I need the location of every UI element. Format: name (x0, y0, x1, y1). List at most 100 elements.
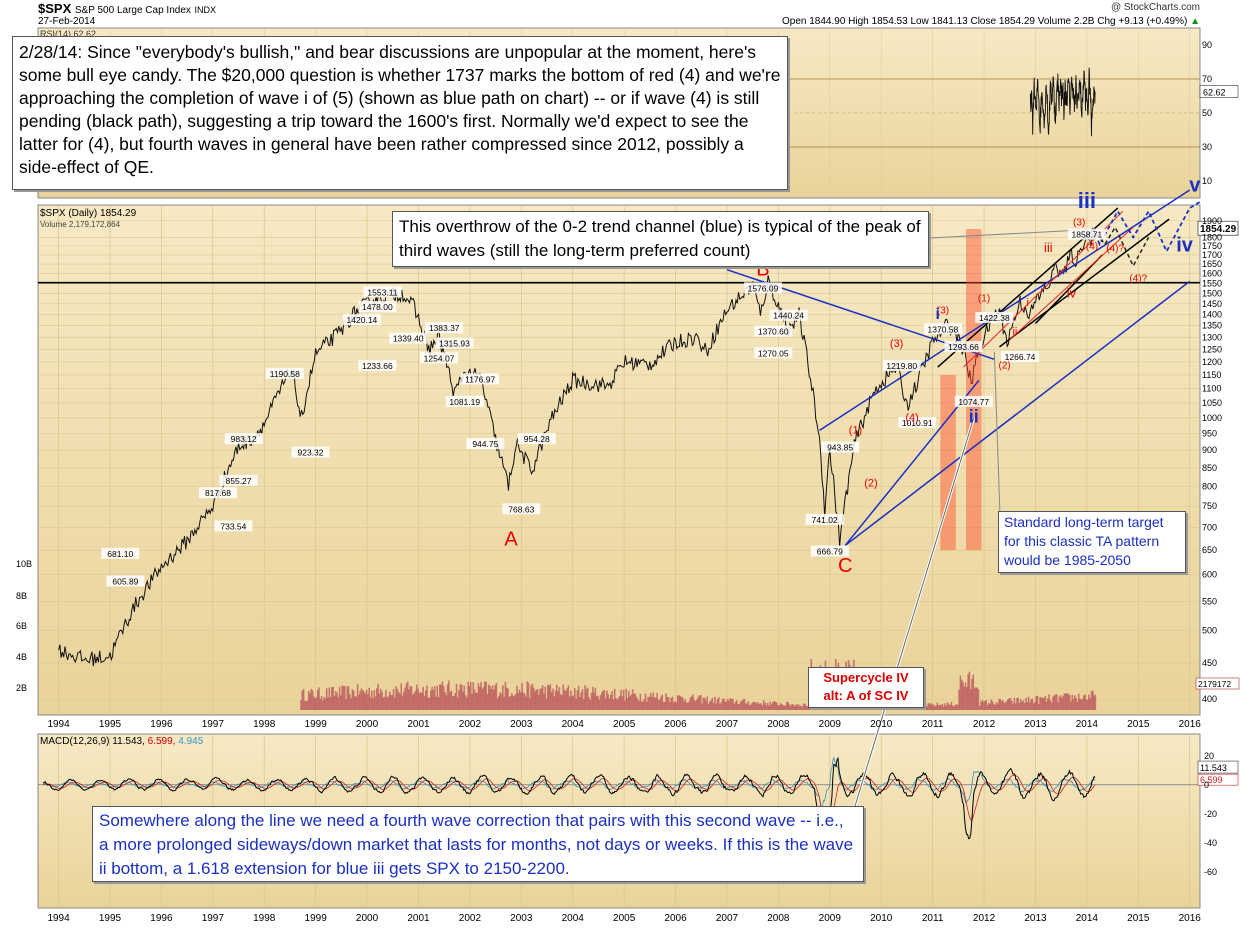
volume-bar (563, 689, 566, 710)
volume-bar (1090, 691, 1093, 710)
volume-bar (639, 693, 642, 710)
volume-bar (971, 678, 973, 710)
volume-bar (1032, 703, 1035, 710)
volume-bar (462, 691, 464, 710)
volume-bar (621, 696, 624, 710)
volume-bar (376, 688, 378, 710)
volume-bar (720, 702, 723, 710)
price-x-tick-label: 1999 (305, 719, 328, 730)
volume-bar (973, 688, 976, 710)
price-label: 1440.24 (773, 311, 804, 321)
price-last-value-label: 1854.29 (1200, 224, 1237, 235)
volume-bar (1081, 698, 1084, 710)
price-label-box (389, 332, 428, 344)
volume-bar (463, 685, 466, 710)
volume-bar (585, 689, 588, 710)
volume-bar (964, 682, 967, 710)
volume-bar (1062, 695, 1065, 710)
wave-label-red: (2) (864, 477, 877, 489)
volume-bar (520, 692, 522, 710)
price-label-box (1001, 351, 1040, 363)
volume-bar (532, 687, 535, 710)
volume-bar (516, 685, 518, 710)
macd-signal-last-box (1197, 773, 1239, 786)
volume-bar (580, 692, 583, 710)
volume-bar (559, 694, 562, 710)
volume-bar (535, 689, 538, 710)
volume-bar (954, 705, 957, 710)
volume-bar (318, 687, 320, 710)
macd-x-tick-label: 1999 (305, 913, 328, 924)
rsi-y-tick-label: 70 (1202, 74, 1212, 84)
volume-bar (305, 701, 307, 710)
volume-bar (549, 684, 552, 710)
volume-bar (430, 690, 432, 710)
volume-bar (678, 695, 680, 710)
volume-bar (701, 703, 703, 710)
volume-bar (789, 705, 792, 710)
volume-bar (1025, 697, 1027, 710)
volume-bar (675, 702, 678, 710)
volume-bar (926, 706, 928, 710)
price-x-tick-label: 2006 (664, 719, 687, 730)
price-panel (37, 204, 1201, 716)
volume-bar (382, 697, 385, 710)
volume-bar (530, 685, 532, 710)
price-label: 1370.58 (928, 324, 959, 334)
volume-bar (1044, 695, 1047, 710)
wave-label-red: ii (1012, 326, 1017, 338)
volume-bar (1002, 700, 1004, 710)
volume-bar (1054, 694, 1057, 710)
volume-bar (491, 685, 494, 710)
volume-bar (589, 699, 592, 710)
volume-bar (473, 689, 476, 710)
volume-bar (990, 699, 993, 710)
volume-bar (669, 701, 671, 710)
volume-y-tick-label: 6B (16, 621, 27, 631)
volume-bar (619, 695, 621, 710)
volume-bar (455, 683, 458, 710)
price-label-box (805, 513, 844, 525)
volume-bar (300, 700, 302, 710)
price-y-tick-label: 1400 (1202, 310, 1222, 320)
volume-bar (1045, 701, 1048, 710)
volume-last-value-label: 2179172 (1198, 679, 1231, 689)
price-label: 1270.05 (758, 348, 789, 358)
macd-legend-value: 11.543, (112, 736, 145, 747)
price-label: 1383.37 (429, 323, 460, 333)
volume-bar (906, 707, 909, 710)
volume-bar (1058, 696, 1061, 710)
volume-bar (392, 689, 395, 710)
price-label-box (420, 352, 459, 364)
price-label-box (810, 545, 849, 557)
volume-bar (901, 707, 904, 710)
price-label-box (821, 441, 860, 453)
volume-bar (630, 694, 633, 710)
price-y-tick-label: 1550 (1202, 278, 1222, 288)
volume-bar (739, 701, 742, 710)
price-y-tick-label: 1750 (1202, 241, 1222, 251)
volume-bar (666, 697, 669, 710)
volume-bar (315, 697, 318, 710)
volume-bar (374, 696, 377, 710)
volume-bar (764, 702, 766, 710)
volume-bar (944, 703, 946, 710)
overthrow-callout: This overthrow of the 0-2 trend channel … (392, 211, 929, 267)
macd-x-tick-label: 2003 (510, 913, 533, 924)
volume-bar (1063, 693, 1066, 710)
volume-bar (723, 698, 725, 710)
volume-bar (995, 702, 998, 710)
volume-bar (750, 704, 752, 710)
volume-bar (876, 707, 878, 710)
volume-bar (795, 704, 797, 710)
volume-bar (904, 706, 906, 710)
price-label-box (358, 301, 397, 313)
volume-bar (658, 700, 661, 710)
volume-bar (649, 693, 652, 710)
volume-bar (590, 692, 593, 710)
volume-bar (576, 690, 579, 710)
volume-bar (951, 705, 954, 710)
volume-bar (486, 694, 489, 710)
volume-bar (439, 684, 441, 710)
volume-bar (728, 700, 730, 710)
